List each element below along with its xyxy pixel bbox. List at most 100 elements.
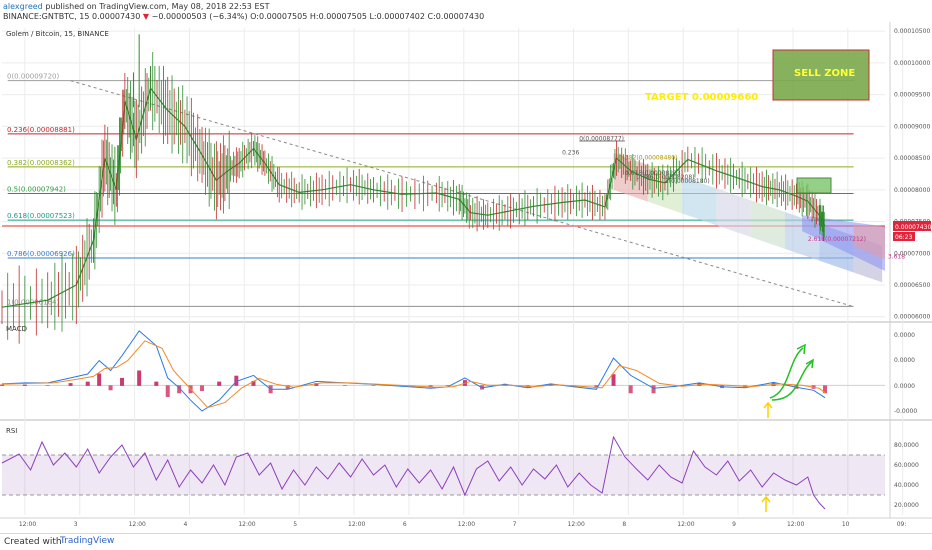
macd-pane (0, 330, 885, 412)
rsi-line (1, 435, 826, 510)
price-tick-label: 0.00007000 (894, 250, 930, 257)
price-tick-label: 0.00009500 (894, 92, 930, 99)
down-arrow-icon: ▼ (142, 12, 150, 21)
publish-info: published on TradingView.com, May 08, 20… (45, 2, 270, 11)
macd-histogram-bar (651, 385, 656, 394)
trendline (70, 80, 854, 308)
channel-band (716, 188, 751, 238)
countdown-label: 06:23 (895, 234, 912, 241)
macd-histogram-bar (234, 375, 239, 386)
fib-level-label: 0.618(0.00007523) (7, 212, 75, 220)
countdown-badge (893, 231, 915, 241)
macd-histogram-bar (22, 384, 27, 386)
trading-chart[interactable]: Golem / Bitcoin, 15, BINANCE MACD RSI 0.000… (0, 22, 932, 533)
pane-title-rsi: RSI (6, 427, 17, 435)
current-price-badge (893, 220, 931, 231)
projection-zone-red (853, 224, 885, 260)
green-arrowhead (805, 358, 814, 369)
time-tick-label: 9 (732, 521, 736, 528)
price-tick-label: 0.00006500 (894, 282, 930, 289)
time-tick-label: 12:00 (129, 521, 146, 528)
sell-zone-label: SELL ZONE (794, 68, 855, 79)
macd-histogram-bar (251, 380, 256, 386)
channel-fib-label: 0.236 (562, 149, 579, 156)
macd-histogram-bar (200, 385, 205, 392)
author-link[interactable]: alexgreed (3, 2, 43, 11)
channel-fib-label: 1(0.00008180) (665, 178, 710, 185)
macd-histogram-bar (108, 385, 113, 391)
time-tick-label: 5 (293, 521, 297, 528)
last-price: 0.00007430 (92, 12, 141, 21)
macd-histogram-bar (177, 385, 182, 394)
channel-fib-label: 0(0.00008777) (579, 135, 624, 142)
price-tick-label: 0.00010000 (894, 60, 930, 67)
price-change: −0.00000503 (−6.34%) (151, 12, 248, 21)
price-tick-label: 0.00009000 (894, 123, 930, 130)
macd-histogram-bar (120, 377, 125, 386)
fib-level-label: 0.382(0.00008362) (7, 159, 75, 167)
macd-histogram-bar (428, 385, 433, 388)
channel-fib-label: 0.786(0.00008208) (636, 174, 694, 181)
green-arrow-up (769, 347, 804, 399)
time-tick-label: 10 (842, 521, 850, 528)
macd-tick-label: -0.0000 (894, 408, 917, 415)
time-tick-label: 09: (897, 521, 907, 528)
macd-signal-line (1, 340, 826, 409)
macd-histogram-bar (342, 385, 347, 386)
yellow-arrowhead (763, 401, 773, 409)
macd-histogram-bar (445, 385, 450, 386)
macd-histogram-bar (97, 373, 102, 386)
time-tick-label: 12:00 (677, 521, 694, 528)
macd-histogram-bar (628, 385, 633, 394)
pane-title-macd: MACD (6, 325, 27, 333)
time-tick-label: 12:00 (19, 521, 36, 528)
current-price-label: 0.00007430 (895, 224, 931, 231)
time-tick-label: 12:00 (568, 521, 585, 528)
time-tick-label: 12:00 (787, 521, 804, 528)
price-tick-label: 0.00008500 (894, 155, 930, 162)
channel-fib-label: 3.618 (888, 253, 905, 260)
sell-zone-box (772, 49, 870, 101)
fib-level-label: 0.236(0.00008881) (7, 126, 75, 134)
sell-zone: SELL ZONE (772, 49, 870, 101)
ohlc-values: O:0.00007505 H:0.00007505 L:0.00007402 C… (250, 12, 485, 21)
chart-background (0, 22, 932, 533)
macd-histogram-bar (0, 384, 4, 386)
macd-histogram-bar (611, 374, 616, 386)
price-tick-label: 0.00008000 (894, 187, 930, 194)
macd-histogram-bar (217, 381, 222, 386)
symbol-label: BINANCE:GNTBTC, 15 (3, 12, 90, 21)
channel-band (750, 200, 785, 249)
green-arrow-side (771, 361, 813, 401)
macd-histogram-bar (165, 385, 170, 397)
macd-tick-label: 0.0000 (894, 332, 915, 339)
fib-level-label: 0.786(0.00006926) (7, 250, 75, 258)
macd-histogram-bar (594, 385, 599, 389)
price-tick-label: 0.00010500 (894, 28, 930, 35)
channel-fib-label: 2.618(0.00007212) (808, 236, 866, 243)
time-tick-label: 6 (403, 521, 407, 528)
tradingview-logo[interactable]: TradingView (60, 536, 115, 546)
target-box (796, 177, 832, 194)
created-with-label: Created with (4, 537, 62, 547)
green-arrowhead (796, 343, 806, 355)
yellow-arrowhead (761, 495, 771, 503)
macd-histogram-bar (314, 383, 319, 386)
time-tick-label: 7 (513, 521, 517, 528)
rsi-band (2, 455, 885, 495)
chart-header: alexgreed published on TradingView.com, … (0, 0, 932, 22)
macd-histogram-bar (154, 381, 159, 386)
target-label: TARGET 0.00009660 (645, 92, 758, 103)
macd-tick-label: 0.0000 (894, 383, 915, 390)
price-tick-label: 0.00006000 (894, 314, 930, 321)
macd-tick-label: 0.0000 (894, 357, 915, 364)
macd-histogram-bar (371, 385, 376, 386)
rsi-tick-label: 60.0000 (894, 462, 919, 469)
pane-title-price: Golem / Bitcoin, 15, BINANCE (6, 30, 109, 38)
time-tick-label: 12:00 (238, 521, 255, 528)
macd-histogram-bar (85, 381, 90, 386)
candle-wicks (1, 51, 825, 344)
channel-fib-label: 0.382(0.00008480) (619, 154, 677, 161)
time-tick-label: 4 (183, 521, 187, 528)
time-tick-label: 8 (622, 521, 626, 528)
